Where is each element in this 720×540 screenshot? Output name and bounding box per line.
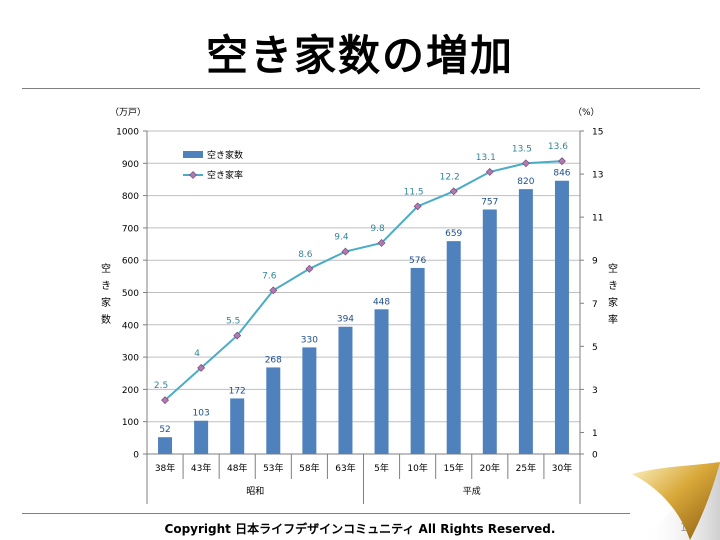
y-left-tick-label: 500 bbox=[122, 289, 139, 299]
rate-point bbox=[269, 286, 278, 295]
x-tick-label: 10年 bbox=[407, 462, 427, 474]
era-label: 昭和 bbox=[246, 486, 264, 497]
bar-38年 bbox=[158, 437, 173, 454]
legend-line-marker bbox=[189, 171, 197, 179]
y-right-tick-label: 3 bbox=[592, 386, 598, 396]
x-tick-label: 38年 bbox=[155, 462, 175, 474]
bar-15年 bbox=[446, 241, 461, 454]
copyright-text: Copyright 日本ライフデザインコミュニティ All Rights Res… bbox=[164, 522, 556, 536]
footer-divider bbox=[22, 513, 630, 514]
rate-data-label: 11.5 bbox=[404, 187, 424, 197]
x-tick-label: 5年 bbox=[374, 462, 389, 474]
bar-43年 bbox=[194, 420, 209, 454]
rate-line bbox=[164, 160, 563, 401]
slide-title: 空き家数の増加 bbox=[205, 31, 514, 80]
y-right-tick-label: 7 bbox=[592, 300, 598, 310]
rate-point bbox=[377, 239, 386, 247]
bar-data-label: 268 bbox=[265, 355, 282, 365]
rate-data-label: 12.2 bbox=[440, 172, 460, 182]
rate-point bbox=[485, 167, 494, 176]
rate-point bbox=[413, 202, 422, 211]
bar-data-label: 448 bbox=[373, 297, 390, 307]
bar-data-label: 103 bbox=[193, 409, 210, 419]
bar-58年 bbox=[302, 347, 317, 454]
rate-data-label: 4 bbox=[194, 349, 200, 359]
rate-data-label: 5.5 bbox=[226, 317, 240, 327]
page-curl-icon bbox=[632, 462, 720, 540]
bar-data-label: 846 bbox=[553, 169, 570, 179]
rate-point bbox=[449, 187, 458, 196]
bar-10年 bbox=[410, 267, 425, 454]
x-tick-label: 30年 bbox=[552, 462, 572, 474]
rate-data-label: 7.6 bbox=[262, 271, 277, 281]
bar-53年 bbox=[266, 367, 281, 454]
rate-point bbox=[161, 396, 169, 405]
y-right-unit: （%） bbox=[573, 107, 600, 118]
y-right-tick-label: 13 bbox=[592, 171, 603, 181]
y-right-tick-label: 0 bbox=[592, 451, 598, 461]
bar-48年 bbox=[230, 398, 245, 454]
y-left-tick-label: 100 bbox=[122, 418, 139, 428]
y-right-tick-label: 11 bbox=[592, 214, 603, 224]
x-tick-label: 58年 bbox=[299, 462, 319, 474]
bar-data-label: 330 bbox=[301, 335, 318, 345]
x-tick-label: 15年 bbox=[443, 462, 463, 474]
rate-point bbox=[305, 264, 314, 273]
rate-point bbox=[341, 247, 350, 256]
y-right-axis-title: 空き家率 bbox=[608, 262, 618, 326]
bar-data-label: 820 bbox=[517, 177, 534, 187]
y-left-tick-label: 400 bbox=[122, 321, 139, 331]
legend-bar-label: 空き家数 bbox=[207, 149, 243, 161]
title-divider bbox=[22, 88, 700, 89]
rate-point bbox=[233, 331, 242, 340]
rate-data-label: 13.1 bbox=[476, 153, 496, 163]
x-tick-label: 53年 bbox=[263, 462, 283, 474]
bar-data-label: 52 bbox=[159, 425, 170, 435]
bar-63年 bbox=[338, 326, 353, 454]
rate-point bbox=[521, 159, 530, 168]
bar-30年 bbox=[554, 180, 569, 454]
legend-line-label: 空き家率 bbox=[207, 169, 243, 181]
y-left-tick-label: 300 bbox=[122, 354, 139, 364]
y-left-tick-label: 600 bbox=[122, 257, 139, 267]
rate-data-label: 2.5 bbox=[154, 381, 168, 391]
x-tick-label: 25年 bbox=[516, 462, 536, 474]
y-right-tick-label: 9 bbox=[592, 257, 598, 267]
y-right-tick-label: 1 bbox=[592, 429, 598, 439]
bar-20年 bbox=[482, 209, 497, 454]
x-tick-label: 48年 bbox=[227, 462, 247, 474]
y-right-tick-label: 5 bbox=[592, 343, 598, 353]
y-left-tick-label: 200 bbox=[122, 386, 139, 396]
y-left-unit: （万戸） bbox=[110, 107, 146, 118]
y-left-axis-title: 空き家数 bbox=[101, 262, 111, 326]
x-tick-label: 63年 bbox=[335, 462, 355, 474]
rate-point bbox=[197, 363, 206, 372]
x-tick-label: 20年 bbox=[480, 462, 500, 474]
bar-data-label: 172 bbox=[229, 386, 246, 396]
y-left-tick-label: 0 bbox=[133, 451, 139, 461]
y-left-tick-label: 700 bbox=[122, 224, 139, 234]
bar-data-label: 394 bbox=[337, 315, 354, 325]
bar-data-label: 757 bbox=[481, 197, 498, 207]
rate-data-label: 9.4 bbox=[334, 233, 349, 243]
bar-5年 bbox=[374, 309, 389, 454]
legend-bar-swatch bbox=[183, 151, 203, 158]
bar-data-label: 659 bbox=[445, 229, 462, 239]
x-tick-label: 43年 bbox=[191, 462, 211, 474]
rate-data-label: 13.5 bbox=[512, 144, 532, 154]
rate-data-label: 8.6 bbox=[298, 250, 313, 260]
y-left-tick-label: 900 bbox=[122, 160, 139, 170]
bar-data-label: 576 bbox=[409, 256, 426, 266]
rate-data-label: 13.6 bbox=[548, 142, 568, 152]
y-right-tick-label: 15 bbox=[592, 128, 603, 138]
bar-25年 bbox=[518, 189, 533, 454]
rate-data-label: 9.8 bbox=[370, 224, 385, 234]
era-label: 平成 bbox=[463, 485, 481, 497]
y-left-tick-label: 800 bbox=[122, 192, 139, 202]
rate-point bbox=[558, 157, 566, 166]
y-left-tick-label: 1000 bbox=[116, 128, 139, 138]
